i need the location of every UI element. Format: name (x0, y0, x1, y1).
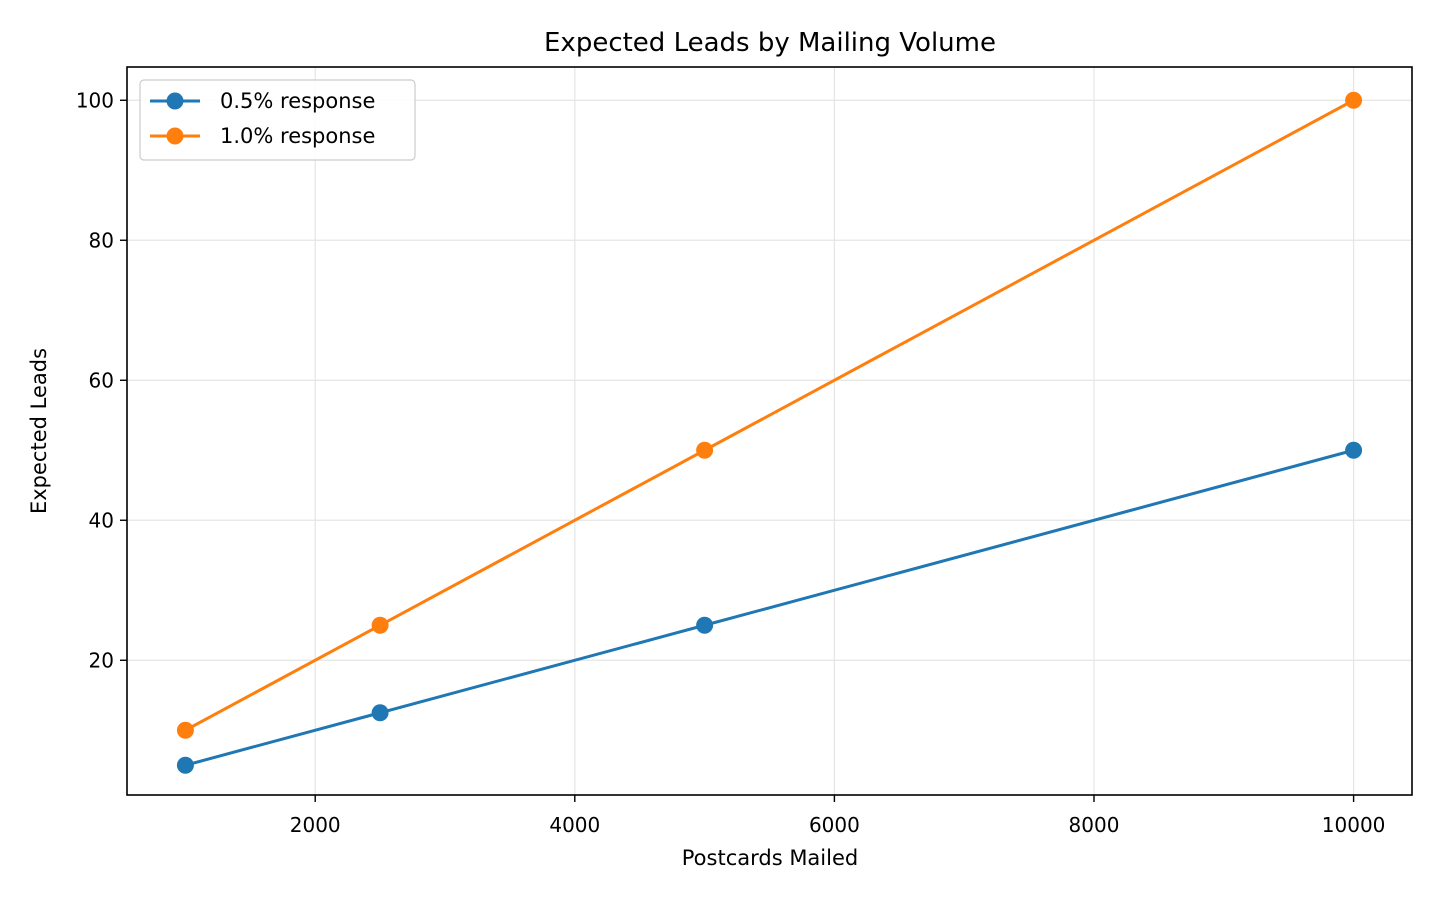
legend-item: 0.5% response (150, 89, 375, 113)
data-point (371, 704, 389, 722)
series-line (184, 98, 1355, 732)
x-axis-label: Postcards Mailed (682, 846, 858, 870)
data-point (1345, 91, 1363, 109)
data-series (176, 91, 1363, 774)
series-0 (176, 441, 1363, 774)
data-point (176, 721, 194, 739)
legend: 0.5% response 1.0% response (139, 79, 416, 161)
data-point (696, 441, 714, 459)
plot-area-frame (126, 66, 1413, 796)
x-tick-label: 4000 (549, 813, 600, 837)
y-tick-label: 20 (89, 648, 114, 672)
legend-marker (166, 92, 184, 110)
chart-title: Expected Leads by Mailing Volume (544, 28, 996, 58)
y-axis-label: Expected Leads (27, 348, 51, 514)
x-tick-label: 2000 (290, 813, 341, 837)
legend-item: 1.0% response (150, 124, 375, 148)
y-tick-label: 80 (89, 228, 114, 252)
data-point (371, 616, 389, 634)
x-tick-label: 8000 (1069, 813, 1120, 837)
data-point (696, 616, 714, 634)
y-tick-label: 40 (89, 508, 114, 532)
data-point (176, 756, 194, 774)
axis-ticks: 2000 4000 6000 8000 10000 20 40 60 80 100 (76, 88, 1386, 837)
legend-box (139, 79, 416, 161)
legend-label: 0.5% response (220, 89, 375, 113)
series-line (185, 448, 1354, 767)
series-1 (176, 91, 1363, 739)
data-point (1345, 441, 1363, 459)
x-tick-label: 10000 (1322, 813, 1386, 837)
legend-label: 1.0% response (220, 124, 375, 148)
grid-lines (127, 67, 1412, 795)
y-tick-label: 60 (89, 368, 114, 392)
legend-marker (166, 127, 184, 145)
y-tick-label: 100 (76, 88, 114, 112)
x-tick-label: 6000 (809, 813, 860, 837)
